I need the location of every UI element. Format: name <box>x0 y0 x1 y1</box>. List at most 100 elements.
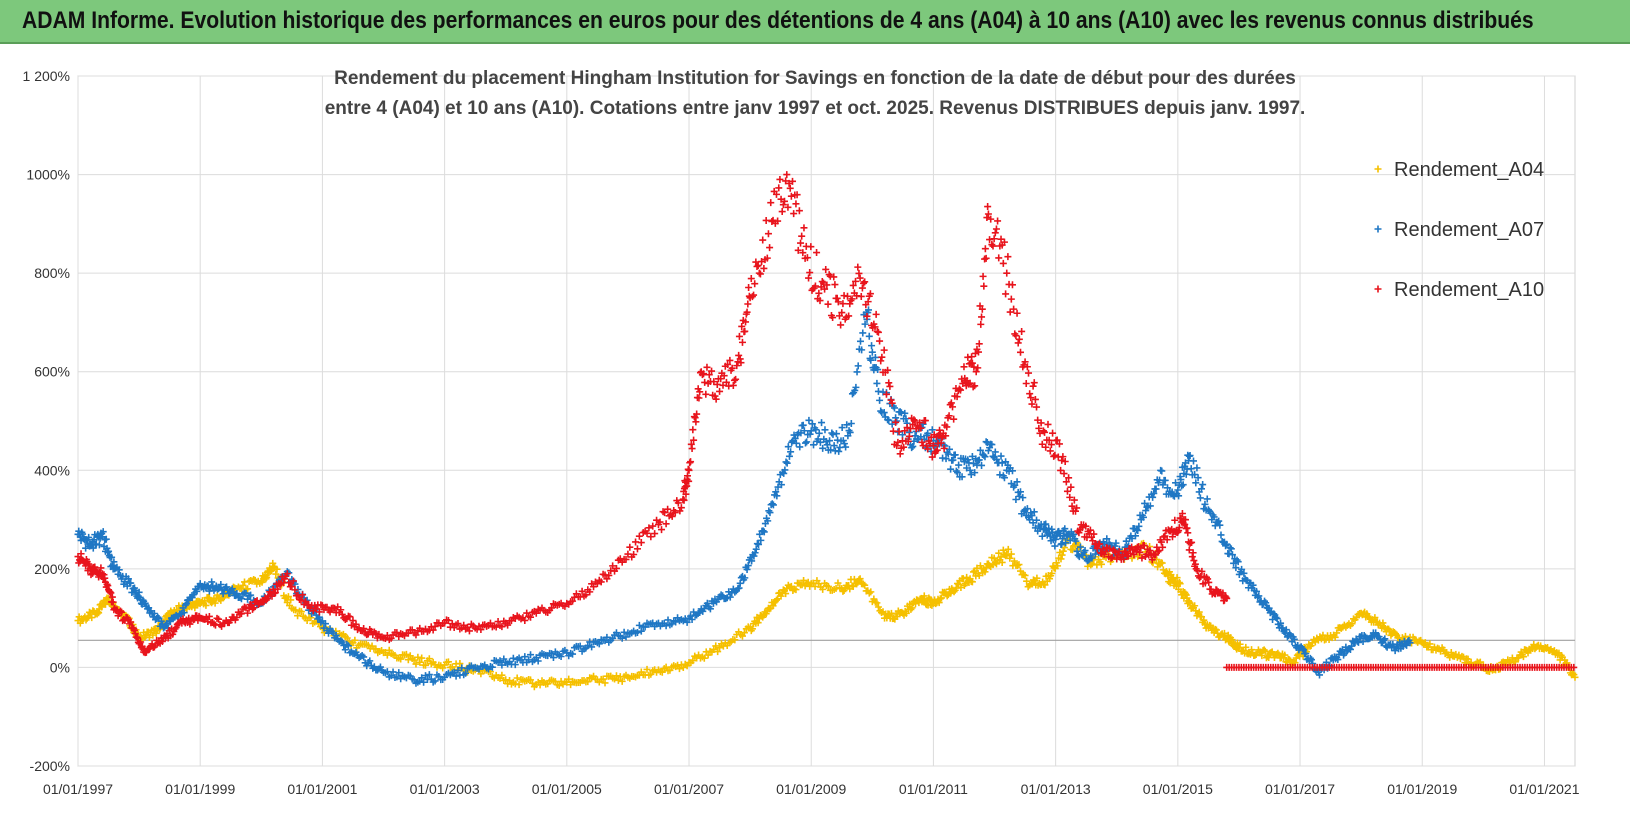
data-point <box>750 291 758 299</box>
data-point <box>444 616 452 624</box>
data-point <box>979 272 987 280</box>
data-point <box>1194 474 1202 482</box>
data-point <box>1254 593 1262 601</box>
data-point <box>870 595 878 603</box>
data-point <box>893 442 901 450</box>
data-point <box>127 579 135 587</box>
data-point <box>651 530 659 538</box>
data-point <box>1242 643 1250 651</box>
data-point <box>1248 646 1256 654</box>
data-point <box>743 565 751 573</box>
data-point <box>978 313 986 321</box>
data-point <box>830 442 838 450</box>
data-point <box>861 278 869 286</box>
data-point <box>1192 479 1200 487</box>
data-point <box>1210 513 1218 521</box>
data-point <box>986 236 994 244</box>
data-point <box>1065 474 1073 482</box>
data-point <box>779 201 787 209</box>
data-point <box>716 387 724 395</box>
data-point <box>601 679 609 687</box>
data-point <box>988 241 996 249</box>
data-point <box>614 676 622 684</box>
data-point <box>863 312 871 320</box>
data-point <box>936 595 944 603</box>
data-point <box>1090 530 1098 538</box>
data-point <box>803 254 811 262</box>
data-point <box>1173 574 1181 582</box>
data-point <box>888 399 896 407</box>
data-point <box>1203 495 1211 503</box>
data-point <box>1002 290 1010 298</box>
data-point <box>250 604 258 612</box>
data-point <box>1406 639 1414 647</box>
data-point <box>1126 550 1134 558</box>
data-point <box>418 674 426 682</box>
data-point <box>344 642 352 650</box>
data-point <box>586 588 594 596</box>
data-point <box>786 184 794 192</box>
data-point <box>995 549 1003 557</box>
data-point <box>849 281 857 289</box>
data-point <box>429 626 437 634</box>
data-point <box>766 244 774 252</box>
data-point <box>1172 479 1180 487</box>
data-point <box>486 619 494 627</box>
data-point <box>951 451 959 459</box>
data-point <box>992 560 1000 568</box>
data-point <box>892 418 900 426</box>
data-point <box>393 673 401 681</box>
data-point <box>864 298 872 306</box>
data-point <box>645 524 653 532</box>
data-point <box>724 360 732 368</box>
data-point <box>1070 530 1078 538</box>
data-point <box>712 395 720 403</box>
data-point <box>289 577 297 585</box>
data-point <box>85 533 93 541</box>
data-point <box>803 438 811 446</box>
data-point <box>271 589 279 597</box>
data-point <box>1149 493 1157 501</box>
data-point <box>950 415 958 423</box>
data-point <box>763 254 771 262</box>
data-point <box>1068 502 1076 510</box>
data-point <box>1132 547 1140 555</box>
data-point <box>1333 629 1341 637</box>
data-point <box>1021 571 1029 579</box>
data-point <box>728 364 736 372</box>
data-point <box>1200 616 1208 624</box>
data-point <box>1047 441 1055 449</box>
data-point <box>1569 669 1577 677</box>
data-point <box>1273 615 1281 623</box>
data-point <box>1226 544 1234 552</box>
data-point <box>797 239 805 247</box>
data-point <box>731 636 739 644</box>
data-point <box>498 661 506 669</box>
data-point <box>787 192 795 200</box>
data-point <box>792 586 800 594</box>
data-point <box>1150 489 1158 497</box>
data-point <box>1223 594 1231 602</box>
data-point <box>873 599 881 607</box>
data-point <box>995 254 1003 262</box>
data-point <box>239 581 247 589</box>
data-point <box>1161 532 1169 540</box>
data-point <box>756 270 764 278</box>
data-point <box>735 584 743 592</box>
data-point <box>852 277 860 285</box>
data-point <box>1000 238 1008 246</box>
data-point <box>874 603 882 611</box>
data-point <box>349 617 357 625</box>
data-point <box>1261 647 1269 655</box>
data-point <box>283 570 291 578</box>
data-point <box>274 585 282 593</box>
data-point <box>244 609 252 617</box>
data-point <box>991 448 999 456</box>
legend-label: Rendement_A04 <box>1394 159 1544 181</box>
data-point <box>456 660 464 668</box>
data-point <box>1205 578 1213 586</box>
data-point <box>1015 335 1023 343</box>
data-point <box>908 444 916 452</box>
data-point <box>1354 638 1362 646</box>
data-point <box>343 640 351 648</box>
